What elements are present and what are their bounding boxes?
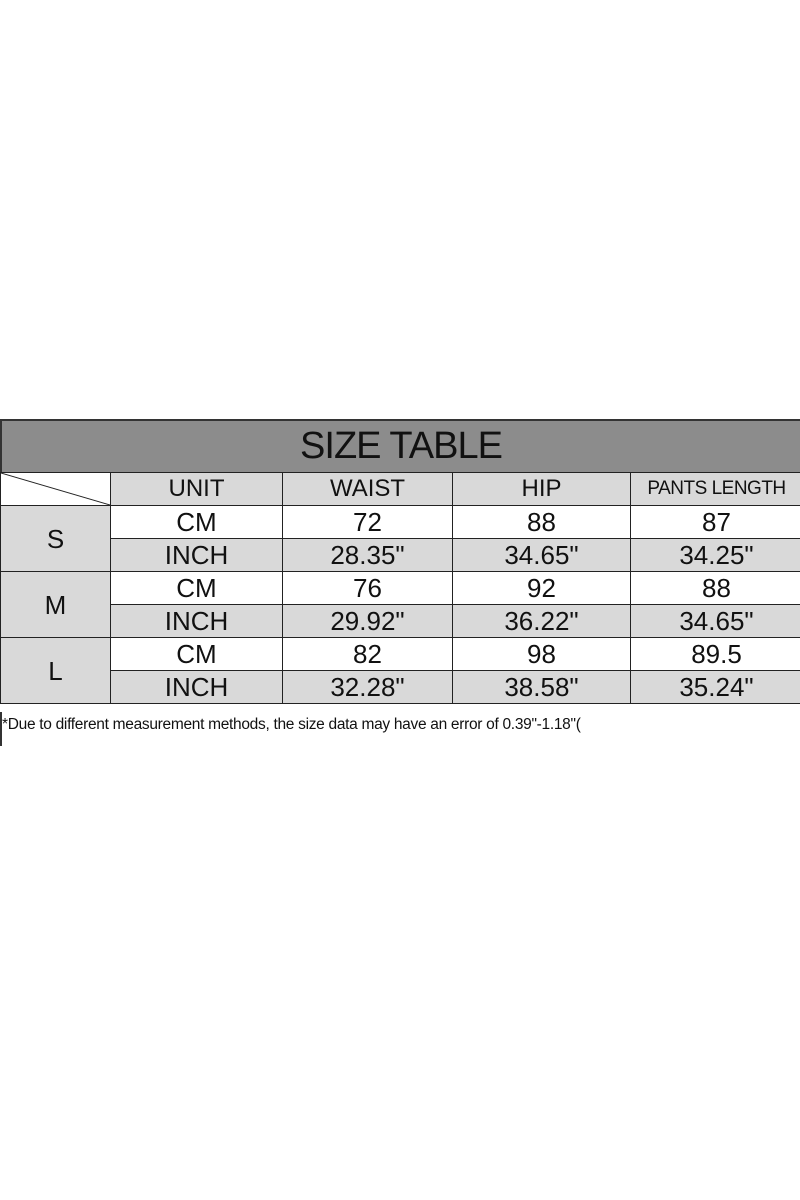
table-row: L CM 82 98 89.5	[0, 637, 800, 704]
corner-cell	[0, 472, 111, 506]
waist-cell: 76	[282, 571, 453, 605]
table-row: INCH 29.92" 36.22" 34.65"	[1, 604, 800, 638]
table-row: INCH 32.28" 38.58" 35.24"	[1, 670, 800, 704]
length-cell: 34.25"	[630, 538, 800, 572]
waist-cell: 72	[282, 505, 453, 539]
unit-cell: INCH	[110, 604, 283, 638]
length-cell: 89.5	[630, 637, 800, 671]
header-waist: WAIST	[282, 472, 453, 506]
header-hip: HIP	[452, 472, 631, 506]
length-cell: 88	[630, 571, 800, 605]
hip-cell: 92	[452, 571, 631, 605]
header-pants-length: PANTS LENGTH	[630, 472, 800, 506]
hip-cell: 38.58"	[452, 670, 631, 704]
size-label: M	[0, 571, 111, 638]
hip-cell: 88	[452, 505, 631, 539]
header-unit: UNIT	[110, 472, 283, 506]
unit-cell: INCH	[110, 670, 283, 704]
size-label: L	[0, 637, 111, 704]
table-row: S CM 72 88 87	[0, 505, 800, 572]
length-cell: 34.65"	[630, 604, 800, 638]
unit-cell: CM	[110, 505, 283, 539]
table-row: M CM 76 92 88	[0, 571, 800, 638]
left-border	[0, 712, 2, 746]
size-label: S	[0, 505, 111, 572]
unit-cell: CM	[110, 637, 283, 671]
length-cell: 87	[630, 505, 800, 539]
hip-cell: 36.22"	[452, 604, 631, 638]
hip-cell: 34.65"	[452, 538, 631, 572]
table-row: INCH 28.35" 34.65" 34.25"	[1, 538, 800, 572]
measurement-note: *Due to different measurement methods, t…	[2, 716, 581, 733]
length-cell: 35.24"	[630, 670, 800, 704]
waist-cell: 29.92"	[282, 604, 453, 638]
unit-cell: CM	[110, 571, 283, 605]
waist-cell: 32.28"	[282, 670, 453, 704]
hip-cell: 98	[452, 637, 631, 671]
waist-cell: 82	[282, 637, 453, 671]
waist-cell: 28.35"	[282, 538, 453, 572]
size-table: UNIT WAIST HIP PANTS LENGTH S CM 72 88 8…	[0, 472, 800, 704]
header-row: UNIT WAIST HIP PANTS LENGTH	[0, 472, 800, 506]
size-table-title: SIZE TABLE	[0, 419, 800, 472]
unit-cell: INCH	[110, 538, 283, 572]
